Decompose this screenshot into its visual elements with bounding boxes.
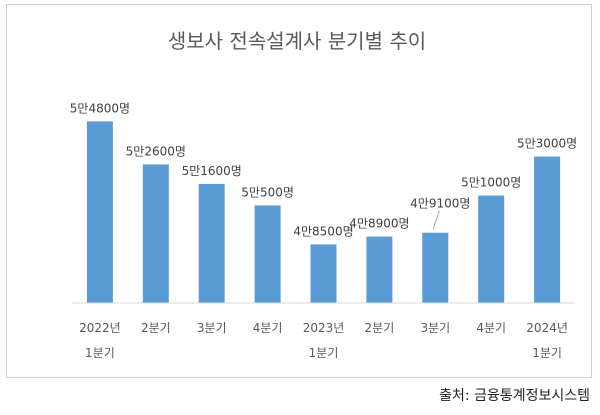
bar bbox=[86, 121, 113, 304]
bar bbox=[198, 183, 225, 303]
x-tick-label: 1분기 bbox=[85, 346, 115, 360]
x-tick-label: 4분기 bbox=[476, 321, 506, 335]
data-label: 4만9100명 bbox=[410, 197, 470, 211]
source-note: 출처: 금융통계정보시스템 bbox=[439, 388, 590, 404]
x-tick-label: 2023년 bbox=[303, 321, 345, 335]
bar bbox=[142, 164, 169, 303]
x-tick-label: 2분기 bbox=[141, 321, 171, 335]
x-tick-label: 1분기 bbox=[532, 346, 562, 360]
chart-title: 생보사 전속설계사 분기별 추이 bbox=[168, 29, 426, 53]
data-label: 5만1600명 bbox=[182, 164, 242, 178]
x-tick-label: 3분기 bbox=[197, 321, 227, 335]
data-label: 5만4800명 bbox=[70, 101, 130, 115]
bar bbox=[422, 232, 449, 303]
label-leader-line bbox=[432, 210, 440, 229]
bar bbox=[310, 244, 337, 303]
x-tick-label: 3분기 bbox=[420, 321, 450, 335]
data-label: 5만1000명 bbox=[461, 176, 521, 190]
bar bbox=[366, 236, 393, 303]
bar bbox=[534, 156, 561, 303]
x-tick-label: 2024년 bbox=[526, 321, 568, 335]
data-label: 5만2600명 bbox=[126, 144, 186, 158]
x-tick-label: 1분기 bbox=[309, 346, 339, 360]
data-label: 4만8500명 bbox=[293, 224, 353, 238]
x-tick-label: 2분기 bbox=[365, 321, 395, 335]
x-tick-label: 2022년 bbox=[79, 321, 121, 335]
data-label: 4만8900명 bbox=[349, 217, 409, 231]
bar bbox=[254, 205, 281, 303]
x-tick-label: 4분기 bbox=[253, 321, 283, 335]
bar bbox=[478, 195, 505, 303]
data-label: 5만3000명 bbox=[517, 137, 577, 151]
data-label: 5만500명 bbox=[241, 185, 294, 199]
